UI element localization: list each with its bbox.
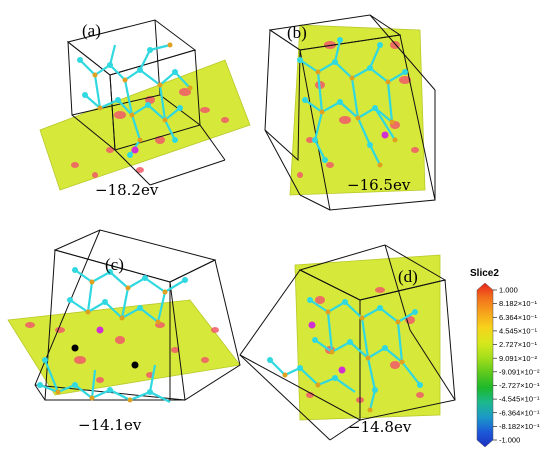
silicon-atoms	[315, 69, 398, 168]
legend-tick-label: -8.182×10⁻¹	[499, 422, 540, 431]
silicon-atoms	[55, 279, 168, 403]
legend-tick-label: 6.364×10⁻¹	[499, 313, 537, 322]
adsorption-energy: −16.5ev	[347, 176, 411, 194]
panel-label: (a)	[82, 21, 101, 40]
legend-tick-label: -1.000	[499, 436, 520, 445]
titanium-atom	[338, 366, 346, 374]
colorbar	[476, 282, 494, 448]
legend-tick-label: -4.545×10⁻¹	[499, 395, 540, 404]
oxygen-atoms	[77, 47, 183, 158]
legend-tick-label: 8.182×10⁻¹	[499, 299, 537, 308]
titanium-atom	[96, 326, 104, 334]
unit-cell-frame	[66, 19, 226, 186]
silicon-atoms	[92, 42, 193, 143]
panel-label: (b)	[287, 23, 307, 42]
legend-tick-label: -2.727×10⁻¹	[499, 381, 540, 390]
legend-tick-label: 9.091×10⁻²	[499, 354, 537, 363]
titanium-atom	[131, 146, 139, 154]
titanium-atom	[381, 131, 389, 139]
legend-tick-label: 2.727×10⁻¹	[499, 340, 537, 349]
panel-b: (b) −16.5ev	[264, 14, 436, 211]
black-adsorbate-atom	[131, 361, 139, 369]
charge-spots	[297, 41, 419, 178]
unit-cell-frame	[239, 244, 456, 441]
panel-label: (c)	[105, 255, 124, 274]
charge-spots	[25, 322, 219, 383]
slice-plane	[39, 59, 251, 191]
panel-a: (a) −18.2ev	[39, 19, 251, 199]
panel-label: (d)	[398, 267, 418, 286]
color-legend: Slice2 1.000 8.182×10⁻¹ 6.364×10⁻¹ 4.545×10…	[470, 268, 540, 448]
legend-tick-label: -6.364×10⁻¹	[499, 408, 540, 417]
charge-spots	[71, 88, 229, 178]
legend-tick-label: 1.000	[499, 286, 518, 295]
oxygen-atoms	[37, 267, 188, 395]
unit-cell-frame	[264, 14, 436, 211]
slice-plane	[7, 299, 241, 396]
legend-ticks: 1.000 8.182×10⁻¹ 6.364×10⁻¹ 4.545×10⁻¹ 2.727…	[493, 286, 540, 445]
panel-c: (c) −14.1ev	[7, 229, 241, 434]
legend-tick-label: 4.545×10⁻¹	[499, 327, 537, 336]
oxygen-atoms	[297, 37, 408, 163]
adsorption-energy: −14.1ev	[78, 416, 142, 434]
oxygen-atoms	[267, 297, 423, 393]
titanium-atom	[308, 321, 316, 329]
silicon-atoms	[282, 309, 405, 413]
adsorption-energy: −18.2ev	[95, 181, 159, 199]
legend-tick-label: -9.091×10⁻²	[499, 367, 540, 376]
legend-title: Slice2	[470, 268, 499, 279]
panel-d: (d) −14.8ev	[239, 244, 456, 441]
black-adsorbate-atom	[71, 344, 79, 352]
adsorption-energy: −14.8ev	[348, 418, 412, 436]
